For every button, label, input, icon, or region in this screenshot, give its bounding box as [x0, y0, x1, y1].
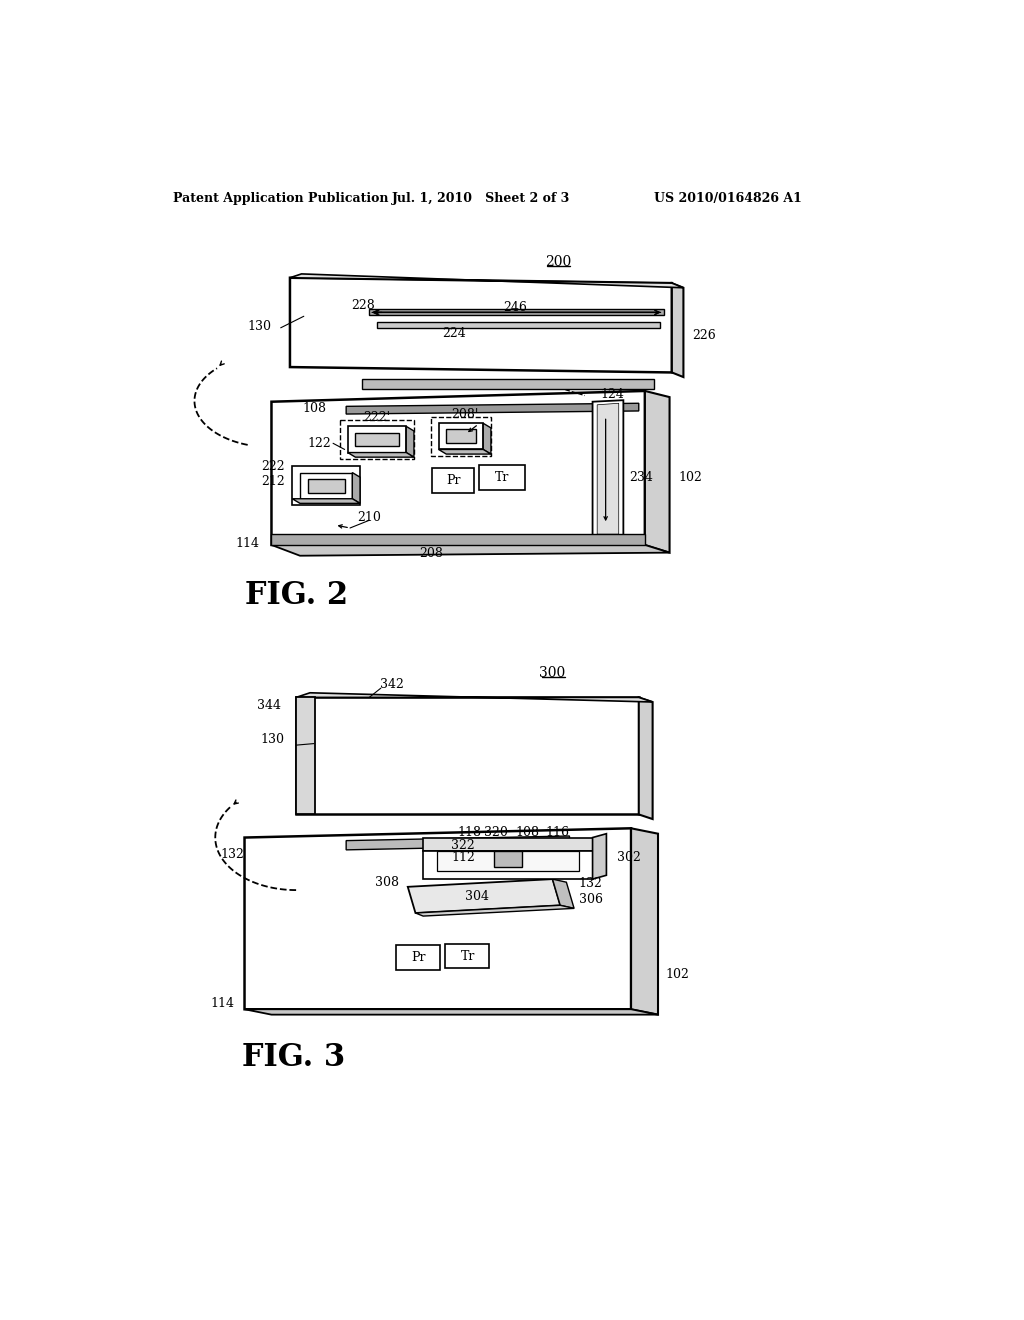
- Text: Jul. 1, 2010   Sheet 2 of 3: Jul. 1, 2010 Sheet 2 of 3: [392, 191, 570, 205]
- Text: 306: 306: [579, 892, 603, 906]
- Polygon shape: [438, 424, 483, 449]
- Text: 118: 118: [458, 826, 481, 840]
- Text: FIG. 3: FIG. 3: [243, 1043, 345, 1073]
- Polygon shape: [423, 851, 593, 879]
- Polygon shape: [645, 391, 670, 553]
- Text: 320: 320: [484, 826, 508, 840]
- Text: 114: 114: [211, 998, 234, 1010]
- Polygon shape: [271, 535, 645, 545]
- Text: 208: 208: [419, 546, 442, 560]
- Polygon shape: [296, 697, 639, 814]
- Text: 300: 300: [540, 665, 565, 680]
- Text: 208': 208': [452, 408, 478, 421]
- Polygon shape: [296, 693, 652, 702]
- Text: 130: 130: [248, 319, 271, 333]
- Text: 124: 124: [600, 388, 625, 400]
- Polygon shape: [300, 473, 352, 499]
- Text: 122: 122: [307, 437, 331, 450]
- Text: 108: 108: [303, 403, 327, 416]
- Text: 308: 308: [375, 875, 398, 888]
- Polygon shape: [631, 829, 658, 1015]
- Polygon shape: [370, 309, 665, 315]
- Text: Tr: Tr: [496, 471, 510, 483]
- Text: Pr: Pr: [412, 952, 426, 964]
- Polygon shape: [479, 465, 524, 490]
- Text: Tr: Tr: [461, 949, 475, 962]
- Text: 116: 116: [546, 826, 570, 840]
- Text: 222': 222': [364, 412, 390, 425]
- Polygon shape: [597, 404, 618, 535]
- Text: 322: 322: [452, 838, 475, 851]
- Text: 114: 114: [236, 537, 260, 550]
- Polygon shape: [437, 851, 579, 871]
- Text: 234: 234: [630, 471, 653, 484]
- Text: 344: 344: [257, 698, 281, 711]
- Polygon shape: [361, 379, 654, 388]
- Text: Pr: Pr: [445, 474, 461, 487]
- Text: 108: 108: [515, 826, 539, 840]
- Text: US 2010/0164826 A1: US 2010/0164826 A1: [654, 191, 802, 205]
- Polygon shape: [292, 466, 360, 506]
- Polygon shape: [290, 277, 672, 372]
- Text: 200: 200: [545, 255, 571, 269]
- Text: 302: 302: [617, 851, 641, 865]
- Polygon shape: [483, 424, 490, 454]
- Polygon shape: [423, 838, 593, 851]
- Polygon shape: [307, 479, 345, 492]
- Text: 102: 102: [666, 968, 689, 981]
- Polygon shape: [292, 499, 360, 503]
- Polygon shape: [672, 284, 683, 378]
- Polygon shape: [416, 906, 574, 916]
- Polygon shape: [352, 473, 360, 503]
- Polygon shape: [296, 697, 315, 814]
- Text: 210: 210: [357, 511, 381, 524]
- Text: Patent Application Publication: Patent Application Publication: [173, 191, 388, 205]
- Polygon shape: [446, 429, 475, 444]
- Polygon shape: [346, 404, 639, 414]
- Polygon shape: [271, 545, 670, 556]
- Polygon shape: [290, 275, 683, 288]
- Text: 224: 224: [442, 327, 466, 341]
- Polygon shape: [348, 453, 414, 457]
- Polygon shape: [494, 851, 521, 867]
- Polygon shape: [445, 944, 489, 969]
- Text: 212: 212: [261, 475, 285, 488]
- Polygon shape: [355, 433, 398, 446]
- Polygon shape: [396, 945, 440, 970]
- Polygon shape: [340, 420, 414, 459]
- Text: 222: 222: [261, 459, 285, 473]
- Polygon shape: [553, 879, 574, 908]
- Text: 130: 130: [260, 733, 285, 746]
- Text: 132: 132: [220, 847, 245, 861]
- Text: 226: 226: [692, 329, 717, 342]
- Polygon shape: [348, 426, 407, 453]
- Polygon shape: [639, 697, 652, 818]
- Text: FIG. 2: FIG. 2: [245, 581, 347, 611]
- Polygon shape: [346, 836, 569, 850]
- Text: 228: 228: [351, 298, 376, 312]
- Text: 112: 112: [452, 851, 475, 865]
- Polygon shape: [438, 449, 490, 454]
- Polygon shape: [377, 322, 660, 327]
- Polygon shape: [407, 426, 414, 457]
- Text: 132: 132: [579, 878, 602, 890]
- Text: 102: 102: [679, 471, 702, 484]
- Polygon shape: [245, 829, 631, 1010]
- Polygon shape: [245, 1010, 658, 1015]
- Polygon shape: [593, 834, 606, 879]
- Polygon shape: [432, 469, 474, 492]
- Polygon shape: [593, 400, 624, 537]
- Polygon shape: [408, 879, 560, 913]
- Text: 246: 246: [504, 301, 527, 314]
- Polygon shape: [431, 417, 490, 455]
- Polygon shape: [271, 391, 645, 545]
- Text: 304: 304: [465, 890, 489, 903]
- Text: 342: 342: [381, 677, 404, 690]
